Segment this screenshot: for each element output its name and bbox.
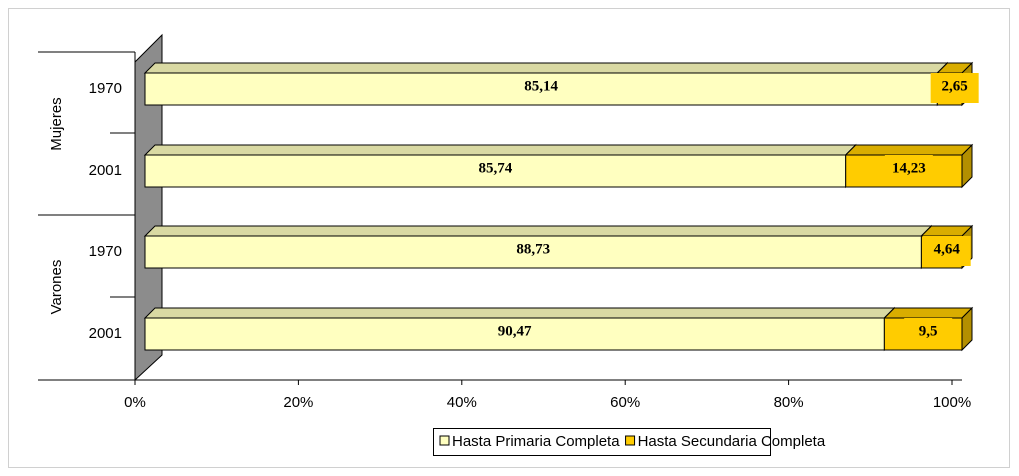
group-label: Mujeres [48,97,65,150]
data-label: 88,73 [516,241,550,257]
x-tick-label: 40% [447,394,477,411]
data-label-box [884,155,933,185]
data-label-box [904,318,953,348]
legend: Hasta Primaria Completa Hasta Secundaria … [433,428,826,456]
legend-swatch [625,435,636,446]
bar-top [143,307,896,319]
legend-swatch [439,435,450,446]
category-label: 1970 [89,80,122,97]
x-tick-label: 60% [610,394,640,411]
legend-label: Hasta Secundaria Completa [638,433,826,450]
bar-front [144,317,885,351]
group-label: Varones [48,260,65,315]
bar-segment [143,306,896,352]
bar-front [144,235,922,269]
data-label: 9,5 [919,323,938,339]
bar-segment [143,143,857,189]
category-label: 2001 [89,325,122,342]
data-label-box [930,73,979,103]
data-label: 90,47 [498,323,532,339]
bar-top [844,144,974,156]
bar-front [144,154,847,188]
category-label: 1970 [89,243,122,260]
x-tick-label: 100% [933,394,971,411]
x-tick-label: 20% [283,394,313,411]
data-label-box [922,236,971,266]
x-tick-label: 80% [774,394,804,411]
x-tick-label: 0% [124,394,146,411]
category-label: 2001 [89,162,122,179]
data-label: 85,14 [524,78,558,94]
data-label: 85,74 [478,160,512,176]
data-label: 14,23 [892,160,926,176]
bar-top [883,307,974,319]
bar-top [143,144,857,156]
bar-segment [143,224,933,270]
data-label: 2,65 [942,78,968,94]
bar-top [143,225,933,237]
legend-label: Hasta Primaria Completa [452,433,620,450]
bar-top [143,62,949,74]
data-label: 4,64 [934,241,961,257]
legend-frame [433,428,771,456]
